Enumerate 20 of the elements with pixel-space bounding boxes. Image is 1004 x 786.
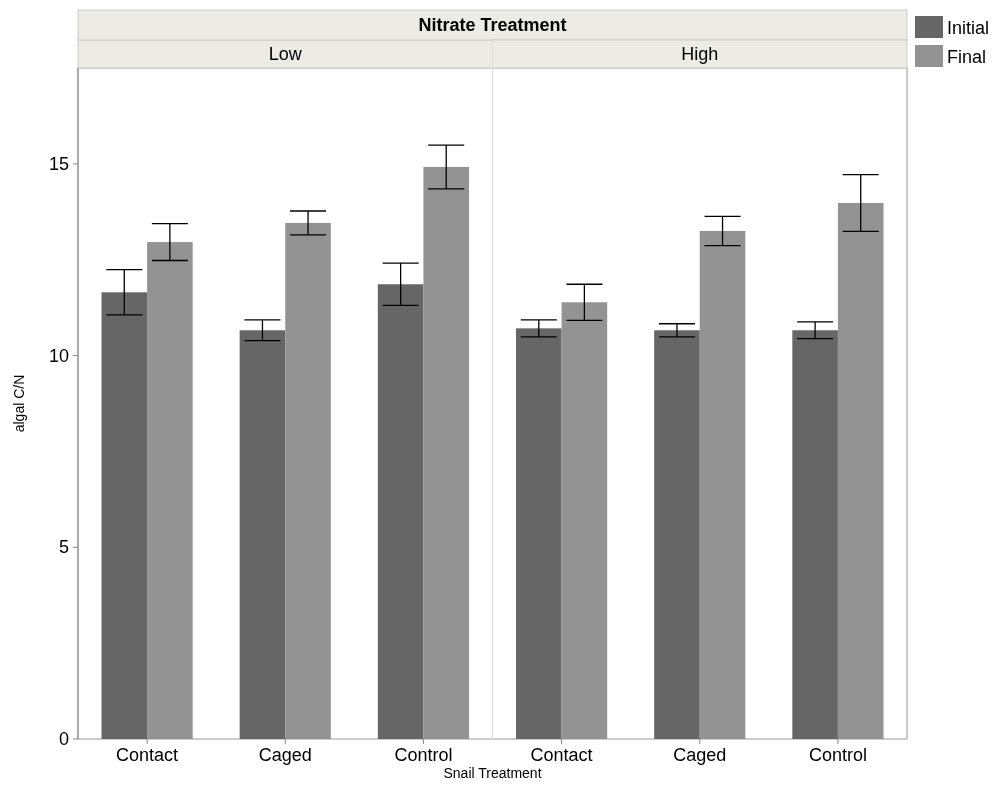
x-tick-label: Control: [808, 745, 867, 765]
y-tick-label: 10: [48, 345, 69, 366]
text: Nitrate Treatment: [418, 15, 567, 35]
x-axis-title: Snail Treatment: [443, 765, 542, 781]
y-tick-label: 15: [48, 153, 69, 174]
x-tick-label: Caged: [258, 745, 312, 765]
bar: [239, 330, 286, 739]
y-tick-label: 0: [58, 729, 69, 749]
chart-title: High: [681, 44, 719, 64]
x-tick-label: Contact: [116, 745, 179, 765]
x-tick-label: Control: [394, 745, 453, 765]
x-tick-label: Caged: [673, 745, 727, 765]
legend-label: Final: [947, 47, 987, 67]
bar: [101, 292, 148, 739]
y-axis-title: algal C/N: [11, 374, 27, 433]
legend-label: Initial: [947, 18, 990, 38]
y-tick-label: 5: [58, 537, 69, 558]
chart-title: Low: [268, 44, 303, 64]
bar: [377, 284, 424, 739]
x-tick-label: Contact: [530, 745, 593, 765]
